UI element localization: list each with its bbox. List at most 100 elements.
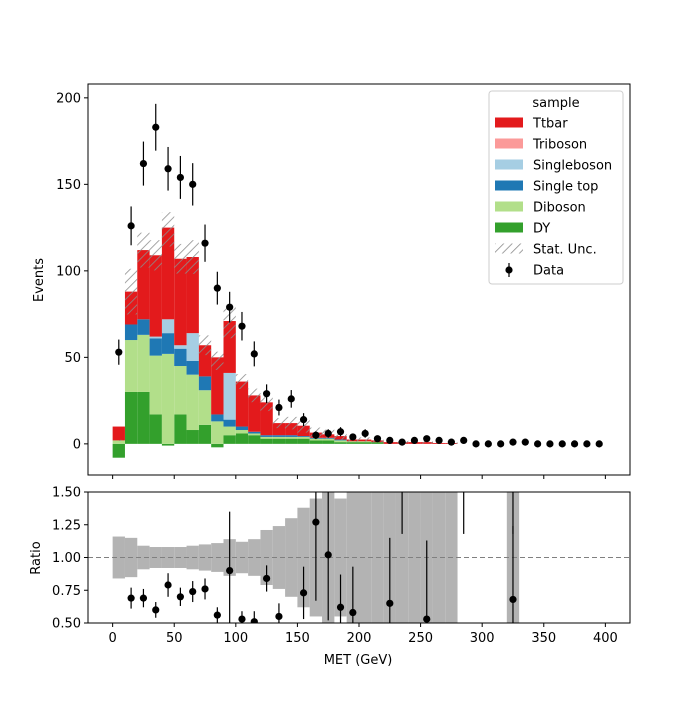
legend: sample Ttbar Triboson Singleboson Single top…: [488, 90, 624, 285]
ratio-point: [213, 611, 221, 619]
data-point: [201, 239, 209, 247]
stat-unc-band: [112, 439, 125, 441]
stat-unc-band: [359, 437, 372, 442]
data-point: [583, 440, 591, 448]
bar-single-top: [248, 431, 261, 434]
bar-dy: [149, 414, 162, 444]
x-axis-label: MET (GeV): [324, 653, 393, 668]
bar-dy: [297, 438, 310, 444]
bar-dy: [198, 424, 212, 444]
bar-ttbar: [235, 381, 249, 427]
bar-diboson: [223, 426, 236, 436]
ratio-y-tick-label: 1.00: [52, 551, 81, 566]
ratio-unc-band: [137, 545, 150, 570]
bar-dy: [260, 438, 273, 444]
ratio-panel: 0.50 0.75 1.00 1.25 1.50 0 50 100 150 200 250 300 35…: [29, 486, 631, 668]
bar-ttbar: [149, 255, 162, 337]
bar-single-top: [272, 435, 286, 437]
bar-diboson: [248, 433, 261, 436]
bar-diboson: [272, 436, 286, 439]
data-point: [546, 440, 554, 448]
bar-dy: [248, 435, 261, 444]
legend-swatch: [495, 222, 523, 233]
stat-unc-band: [174, 243, 187, 274]
bar-single-top: [260, 435, 273, 437]
bar-single-top: [223, 419, 236, 427]
ratio-point: [250, 618, 258, 623]
bar-singleboson: [161, 319, 175, 334]
bar-single-top: [149, 338, 162, 356]
data-point: [497, 440, 505, 448]
ratio-point: [275, 612, 283, 621]
legend-label: Triboson: [532, 138, 587, 153]
data-point: [460, 436, 468, 444]
data-point: [164, 165, 172, 173]
x-tick-label: 300: [470, 631, 495, 646]
ratio-point: [423, 615, 431, 623]
x-tick-label: 100: [223, 631, 248, 646]
bar-diboson: [161, 353, 175, 444]
y-tick-label: 100: [56, 264, 81, 279]
bar-single-top: [285, 435, 298, 437]
bar-diboson: [149, 355, 162, 415]
bar-dy: [285, 438, 298, 444]
ratio-y-tick-label: 0.50: [52, 617, 81, 632]
legend-data-marker: [505, 266, 513, 274]
y-tick-label: 200: [56, 91, 81, 106]
bar-dy: [235, 433, 249, 444]
bar-single-top: [174, 348, 187, 367]
stat-unc-band: [198, 335, 212, 356]
bar-diboson: [112, 440, 125, 444]
x-tick-label: 400: [593, 631, 618, 646]
legend-swatch: [495, 159, 523, 170]
bar-single-top: [137, 319, 150, 335]
data-point: [570, 440, 579, 448]
ratio-unc-band: [248, 539, 261, 576]
ratio-panel-axes: 0.50 0.75 1.00 1.25 1.50 0 50 100 150 200 250 300 35…: [52, 486, 618, 647]
bar-diboson: [260, 436, 273, 439]
bar-ttbar: [248, 395, 261, 432]
data-point: [189, 180, 197, 188]
main-panel-axes: 0 50 100 150 200: [56, 91, 606, 479]
bar-diboson: [309, 438, 323, 441]
bar-dy: [272, 438, 286, 444]
x-tick-label: 200: [347, 631, 372, 646]
legend-label: DY: [533, 222, 550, 237]
main-y-axis-label: Events: [32, 258, 47, 302]
ratio-point: [189, 587, 197, 596]
bar-dy: [211, 443, 224, 448]
bar-dy: [371, 442, 384, 444]
data-point: [336, 428, 345, 436]
data-point: [558, 440, 566, 448]
bar-diboson: [174, 366, 187, 415]
bar-diboson: [124, 340, 138, 392]
bar-ttbar: [174, 258, 187, 346]
bar-diboson: [285, 436, 298, 439]
bar-single-top: [297, 436, 310, 437]
bar-diboson: [211, 421, 224, 444]
data-point: [226, 303, 234, 311]
bar-singleboson: [174, 345, 187, 349]
ratio-point: [324, 551, 332, 559]
bar-diboson: [334, 440, 347, 443]
ratio-unc-band: [297, 507, 310, 608]
ratio-y-axis-label: Ratio: [29, 541, 44, 574]
stat-unc-band: [149, 240, 162, 271]
data-point: [299, 416, 308, 424]
ratio-point: [238, 615, 246, 623]
x-tick-label: 50: [166, 631, 183, 646]
x-tick-label: 0: [108, 631, 116, 646]
ratio-unc-band: [408, 492, 421, 623]
bar-dy: [309, 440, 323, 444]
data-point: [312, 431, 320, 439]
stat-unc-band: [235, 374, 249, 390]
bar-single-top: [235, 426, 249, 431]
legend-swatch: [495, 180, 523, 191]
bar-dy: [174, 414, 187, 444]
ratio-point: [164, 581, 172, 589]
data-point: [139, 159, 148, 168]
bar-ttbar: [161, 227, 175, 320]
data-point: [213, 284, 221, 292]
ratio-point: [127, 594, 135, 602]
bar-ttbar: [211, 357, 224, 415]
